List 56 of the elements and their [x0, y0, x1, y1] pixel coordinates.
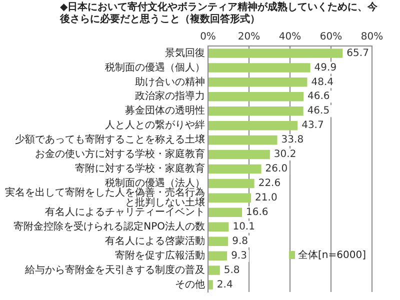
- data-label: 10.1: [232, 221, 255, 232]
- bar: [208, 236, 228, 246]
- bar: [208, 280, 213, 290]
- bar: [208, 150, 270, 160]
- data-label: 49.9: [314, 62, 337, 74]
- bar: [208, 92, 304, 102]
- bar: [208, 135, 278, 145]
- y-tick-label: 寄附を促す広報活動: [115, 249, 205, 262]
- y-tick-label: 政治家の指導力: [135, 90, 205, 102]
- y-tick-label: お金の使い方に対する学校・家庭教育: [35, 148, 205, 160]
- y-tick-label: 寄附に対する学校・家庭教育: [75, 162, 205, 175]
- data-label: 5.8: [224, 264, 240, 276]
- y-tick-label: 景気回復: [165, 46, 205, 59]
- data-label: 16.6: [246, 207, 268, 218]
- x-tick-label: 80%: [360, 32, 384, 43]
- bar: [208, 48, 343, 58]
- bar: [208, 208, 242, 218]
- data-label: 9.8: [232, 236, 248, 247]
- data-label: 33.8: [281, 134, 304, 146]
- bar: [208, 120, 298, 130]
- y-tick-label: 給与から寄附金を天引きする制度の普及: [24, 264, 205, 276]
- x-tick-label: 60%: [320, 32, 342, 43]
- data-label: 9.3: [231, 250, 247, 262]
- data-label: 48.4: [311, 76, 334, 88]
- data-label: 30.2: [274, 149, 296, 160]
- data-label: 43.7: [302, 120, 324, 132]
- bar: [208, 106, 304, 116]
- data-label: 26.0: [265, 164, 288, 175]
- data-label: 21.0: [255, 192, 278, 204]
- y-tick-label: 募金団体の透明性: [125, 104, 205, 117]
- data-label: 2.4: [216, 279, 233, 290]
- y-tick-label: 寄附金控除を受けられる認定NPO法人の数: [14, 220, 205, 232]
- x-tick-label: 20%: [238, 32, 260, 43]
- y-tick-label: 少額であっても寄附することを称える土壌: [15, 134, 205, 146]
- data-label: 46.6: [308, 91, 330, 102]
- bar: [208, 164, 262, 174]
- bar: [208, 266, 220, 275]
- bar: [208, 222, 229, 232]
- bar: [208, 178, 254, 188]
- chart-title: ◆日本において寄付文化やボランティア精神が成熟していくために、今後さらに必要だと思うこと（複数回答形式）: [60, 0, 378, 26]
- legend-label: 全体[n=6000]: [298, 249, 366, 262]
- x-tick-label: 0%: [200, 32, 216, 43]
- data-label: 65.7: [346, 48, 369, 59]
- y-tick-label: 有名人による啓蒙活動: [105, 234, 205, 247]
- data-label: 46.5: [307, 106, 330, 117]
- y-tick-label: 税制面の優遇（個人）: [105, 61, 205, 74]
- y-tick-label: 人と人との繋がりや絆: [105, 119, 205, 132]
- bar: [208, 63, 310, 72]
- y-tick-label: その他: [175, 278, 205, 290]
- x-tick-label: 40%: [278, 32, 302, 43]
- bar: [208, 251, 228, 260]
- bar: [208, 193, 252, 203]
- y-tick-label: 有名人によるチャリティーイベント: [45, 206, 205, 218]
- data-label: 22.6: [258, 178, 281, 190]
- bar: [208, 78, 308, 87]
- y-tick-label: 助け合いの精神: [135, 76, 205, 88]
